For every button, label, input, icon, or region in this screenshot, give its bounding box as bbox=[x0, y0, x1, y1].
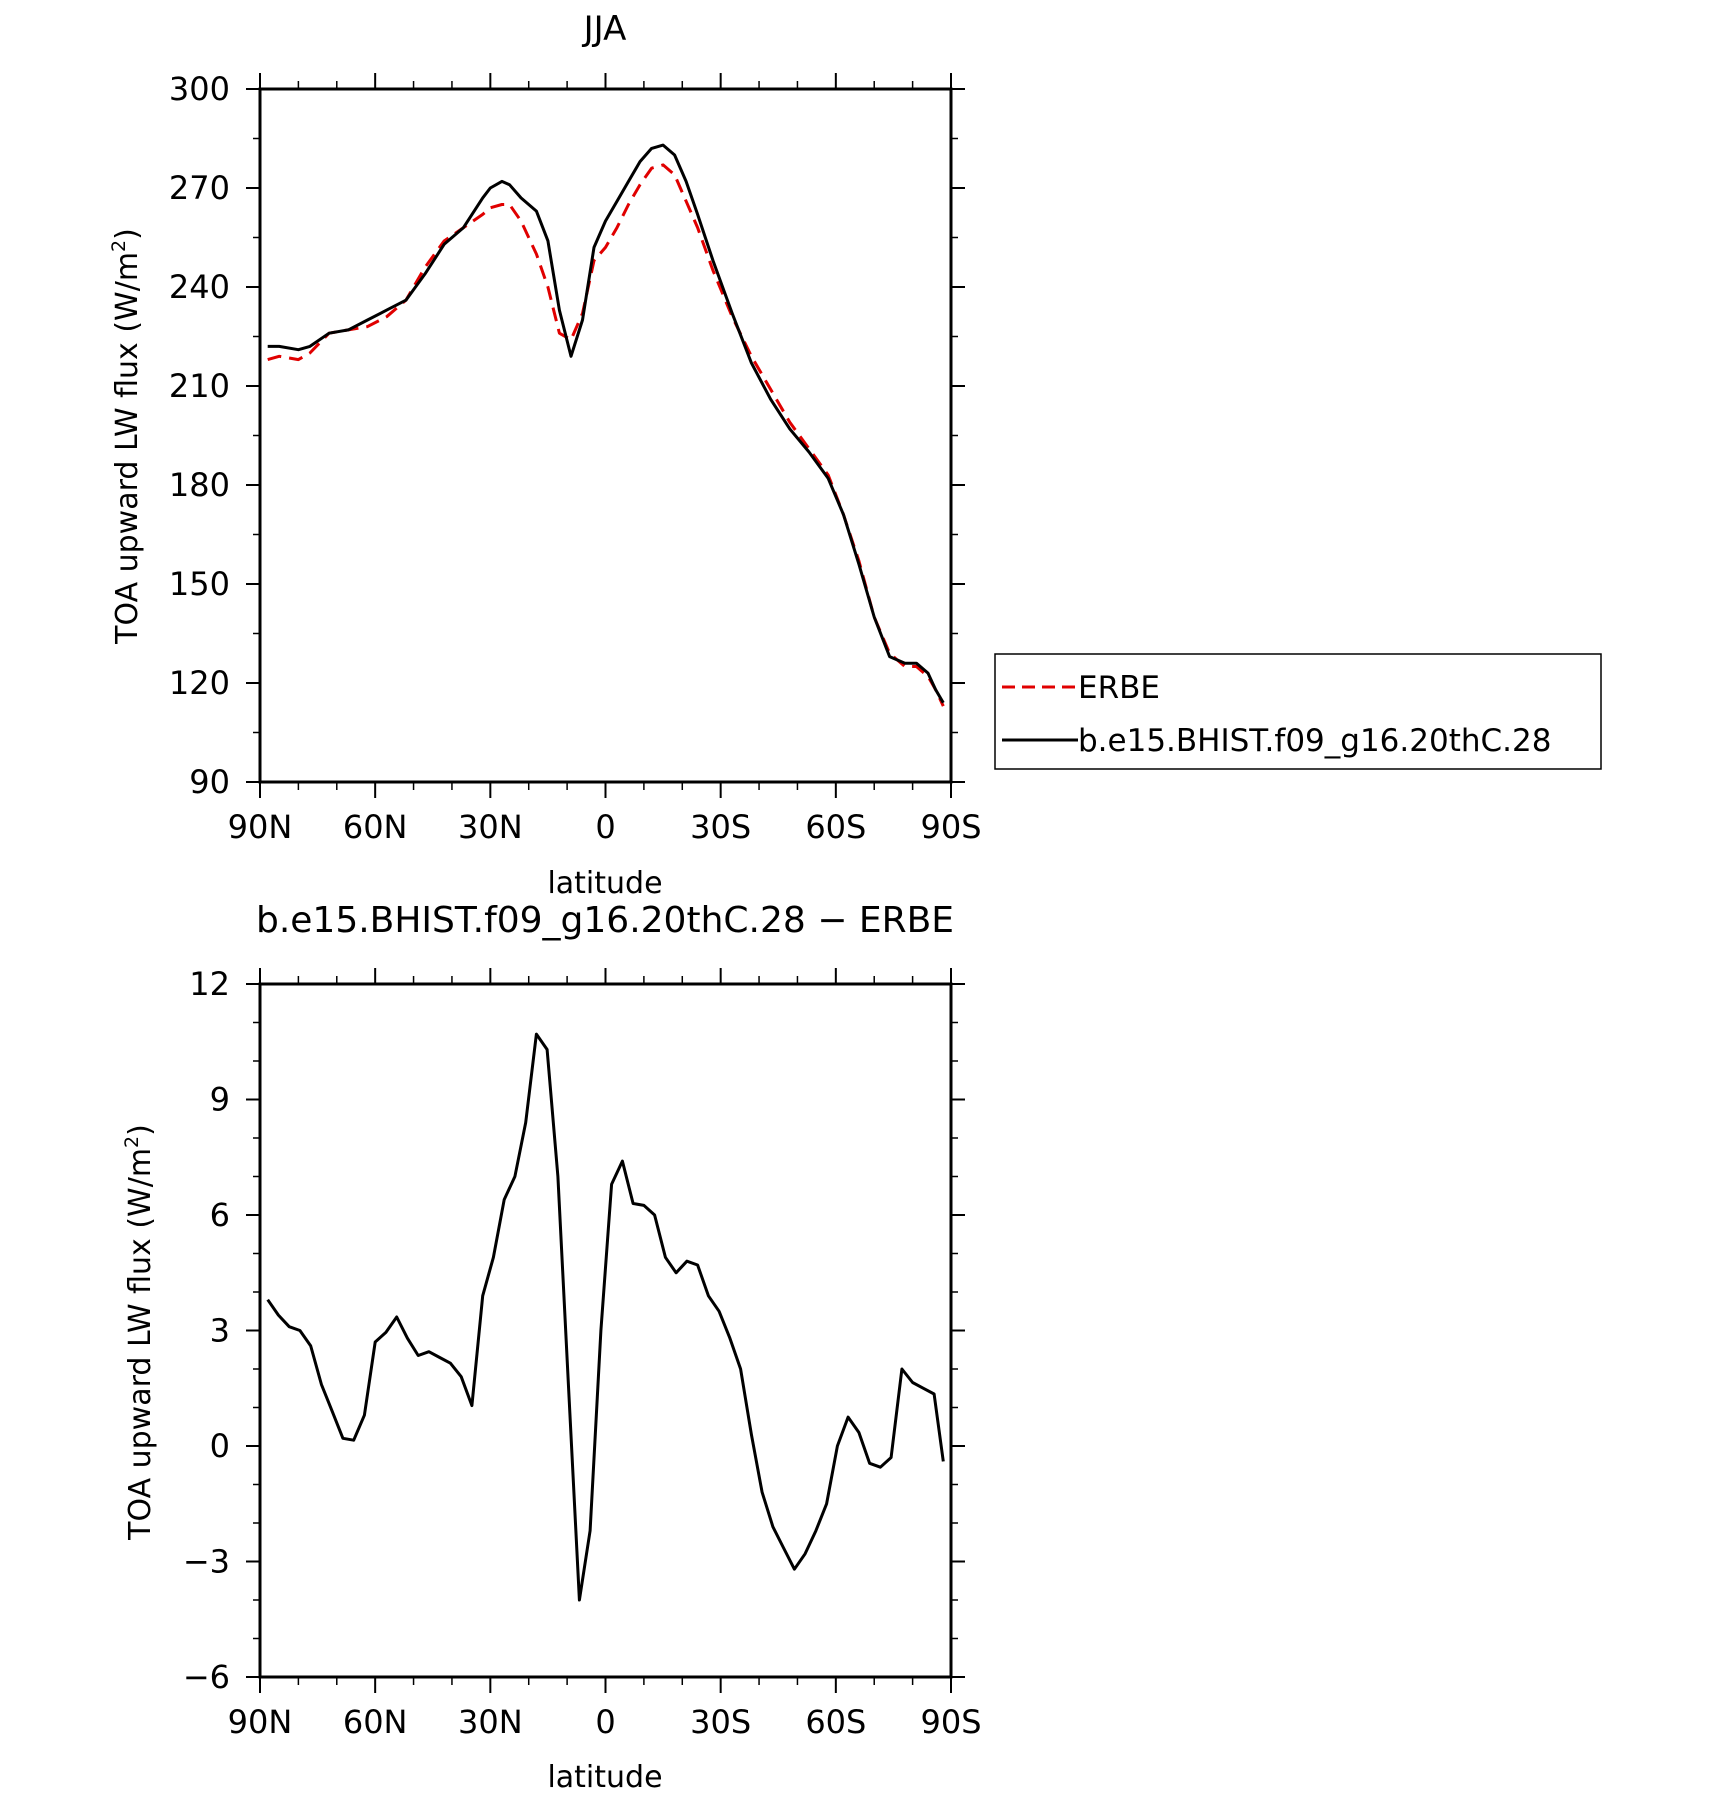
x-tick-label: 60S bbox=[805, 808, 866, 846]
x-tick-label: 30N bbox=[458, 808, 523, 846]
legend-label-erbe: ERBE bbox=[1078, 670, 1160, 706]
top-legend: ERBE b.e15.BHIST.f09_g16.20thC.28 bbox=[994, 653, 1602, 770]
y-tick-label: 270 bbox=[169, 169, 230, 207]
y-tick-label: 180 bbox=[169, 466, 230, 504]
y-tick-label: −6 bbox=[183, 1658, 230, 1696]
x-tick-label: 0 bbox=[595, 808, 615, 846]
y-tick-label: 0 bbox=[210, 1427, 230, 1465]
bottom-panel: b.e15.BHIST.f09_g16.20thC.28 − ERBE 90N 6… bbox=[121, 900, 982, 1794]
top-plot-frame bbox=[258, 87, 953, 784]
legend-box bbox=[994, 653, 1602, 770]
x-tick-label: 0 bbox=[595, 1703, 615, 1741]
x-tick-label: 90S bbox=[920, 1703, 981, 1741]
y-tick-label: 6 bbox=[210, 1196, 230, 1234]
x-tick-label: 60N bbox=[343, 1703, 408, 1741]
y-tick-label: 120 bbox=[169, 664, 230, 702]
top-x-axis-label: latitude bbox=[547, 866, 662, 901]
legend-label-model: b.e15.BHIST.f09_g16.20thC.28 bbox=[1078, 723, 1551, 759]
series-line-1 bbox=[266, 1032, 945, 1602]
bottom-y-axis-label: TOA upward LW flux (W/m2) bbox=[121, 1124, 158, 1541]
top-title: JJA bbox=[582, 9, 627, 49]
x-tick-label: 90N bbox=[228, 1703, 293, 1741]
bottom-axes: 90N 60N 30N 0 30S 60S 90S −6 −3 0 3 6 9 12 bbox=[183, 965, 982, 1741]
bottom-plot-frame bbox=[258, 982, 953, 1679]
y-tick-label: 240 bbox=[169, 268, 230, 306]
series-line-2 bbox=[267, 143, 945, 704]
y-tick-label: 300 bbox=[169, 70, 230, 108]
bottom-series-lines bbox=[266, 1032, 945, 1602]
y-tick-label: 210 bbox=[169, 367, 230, 405]
x-tick-label: 30S bbox=[690, 1703, 751, 1741]
bottom-title: b.e15.BHIST.f09_g16.20thC.28 − ERBE bbox=[256, 900, 954, 941]
series-line-1 bbox=[267, 163, 945, 707]
y-tick-label: 90 bbox=[189, 763, 230, 801]
x-tick-label: 60S bbox=[805, 1703, 866, 1741]
y-tick-label: 9 bbox=[210, 1081, 230, 1119]
top-panel: JJA 90N 60N 30N 0 30S 60S 90S 90 120 150 180 210 240… bbox=[108, 9, 1602, 901]
y-tick-label: 150 bbox=[169, 565, 230, 603]
x-tick-label: 90N bbox=[228, 808, 293, 846]
x-tick-label: 30N bbox=[458, 1703, 523, 1741]
top-y-axis-label: TOA upward LW flux (W/m2) bbox=[108, 228, 145, 645]
y-tick-label: 12 bbox=[189, 965, 230, 1003]
y-tick-label: −3 bbox=[183, 1543, 230, 1581]
x-tick-label: 60N bbox=[343, 808, 408, 846]
x-tick-label: 90S bbox=[920, 808, 981, 846]
top-series-lines bbox=[267, 143, 945, 707]
x-tick-label: 30S bbox=[690, 808, 751, 846]
top-axes: 90N 60N 30N 0 30S 60S 90S 90 120 150 180 210 240 270 3… bbox=[169, 70, 982, 846]
bottom-x-axis-label: latitude bbox=[547, 1760, 662, 1794]
y-tick-label: 3 bbox=[210, 1312, 230, 1350]
